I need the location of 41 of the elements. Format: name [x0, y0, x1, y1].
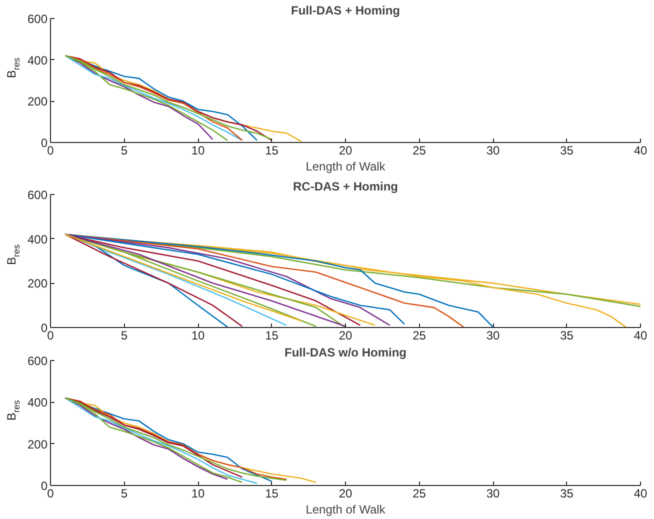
x-tick-label: 40 — [634, 144, 648, 158]
x-tick-label: 25 — [412, 328, 426, 342]
x-tick-label: 35 — [560, 328, 574, 342]
x-tick-label: 40 — [634, 328, 648, 342]
y-tick-label: 200 — [27, 437, 48, 452]
y-tick-label: 400 — [27, 396, 48, 410]
x-tick-label: 20 — [338, 144, 352, 158]
x-axis-title: Length of Walk — [306, 160, 386, 174]
x-tick-label: 10 — [191, 328, 205, 342]
x-tick-label: 30 — [486, 144, 500, 158]
chart-title: RC-DAS + Homing — [293, 180, 398, 194]
y-tick-label: 600 — [27, 12, 48, 26]
x-tick-label: 15 — [265, 328, 279, 342]
y-tick-label: 400 — [27, 232, 48, 246]
y-tick-label: 600 — [27, 354, 48, 368]
y-tick-label: 400 — [27, 53, 48, 68]
x-tick-label: 25 — [412, 144, 426, 158]
x-tick-label: 30 — [486, 328, 500, 342]
y-tick-label: 200 — [27, 276, 48, 291]
x-tick-label: 35 — [560, 144, 574, 158]
x-tick-label: 5 — [120, 144, 128, 158]
x-tick-label: 25 — [412, 486, 426, 500]
chart-title: Full-DAS + Homing — [291, 4, 400, 18]
x-tick-label: 10 — [191, 486, 205, 500]
y-axis-title: Bres — [4, 244, 22, 265]
x-tick-label: 30 — [486, 486, 500, 500]
x-tick-label: 35 — [560, 486, 574, 500]
x-tick-label: 15 — [265, 486, 279, 500]
y-axis-title: Bres — [4, 400, 22, 421]
x-tick-label: 15 — [265, 144, 279, 158]
x-tick-label: 20 — [338, 328, 352, 342]
x-tick-label: 5 — [120, 486, 128, 500]
chart-title: Full-DAS w/o Homing — [284, 346, 407, 360]
x-tick-label: 5 — [120, 328, 128, 342]
y-tick-label: 600 — [27, 188, 48, 202]
x-tick-label: 40 — [634, 486, 648, 500]
y-tick-label: 200 — [27, 94, 48, 109]
x-axis-title: Length of Walk — [306, 502, 386, 516]
x-tick-label: 10 — [191, 144, 205, 158]
y-axis-title: Bres — [4, 57, 22, 78]
x-tick-label: 20 — [338, 486, 352, 500]
